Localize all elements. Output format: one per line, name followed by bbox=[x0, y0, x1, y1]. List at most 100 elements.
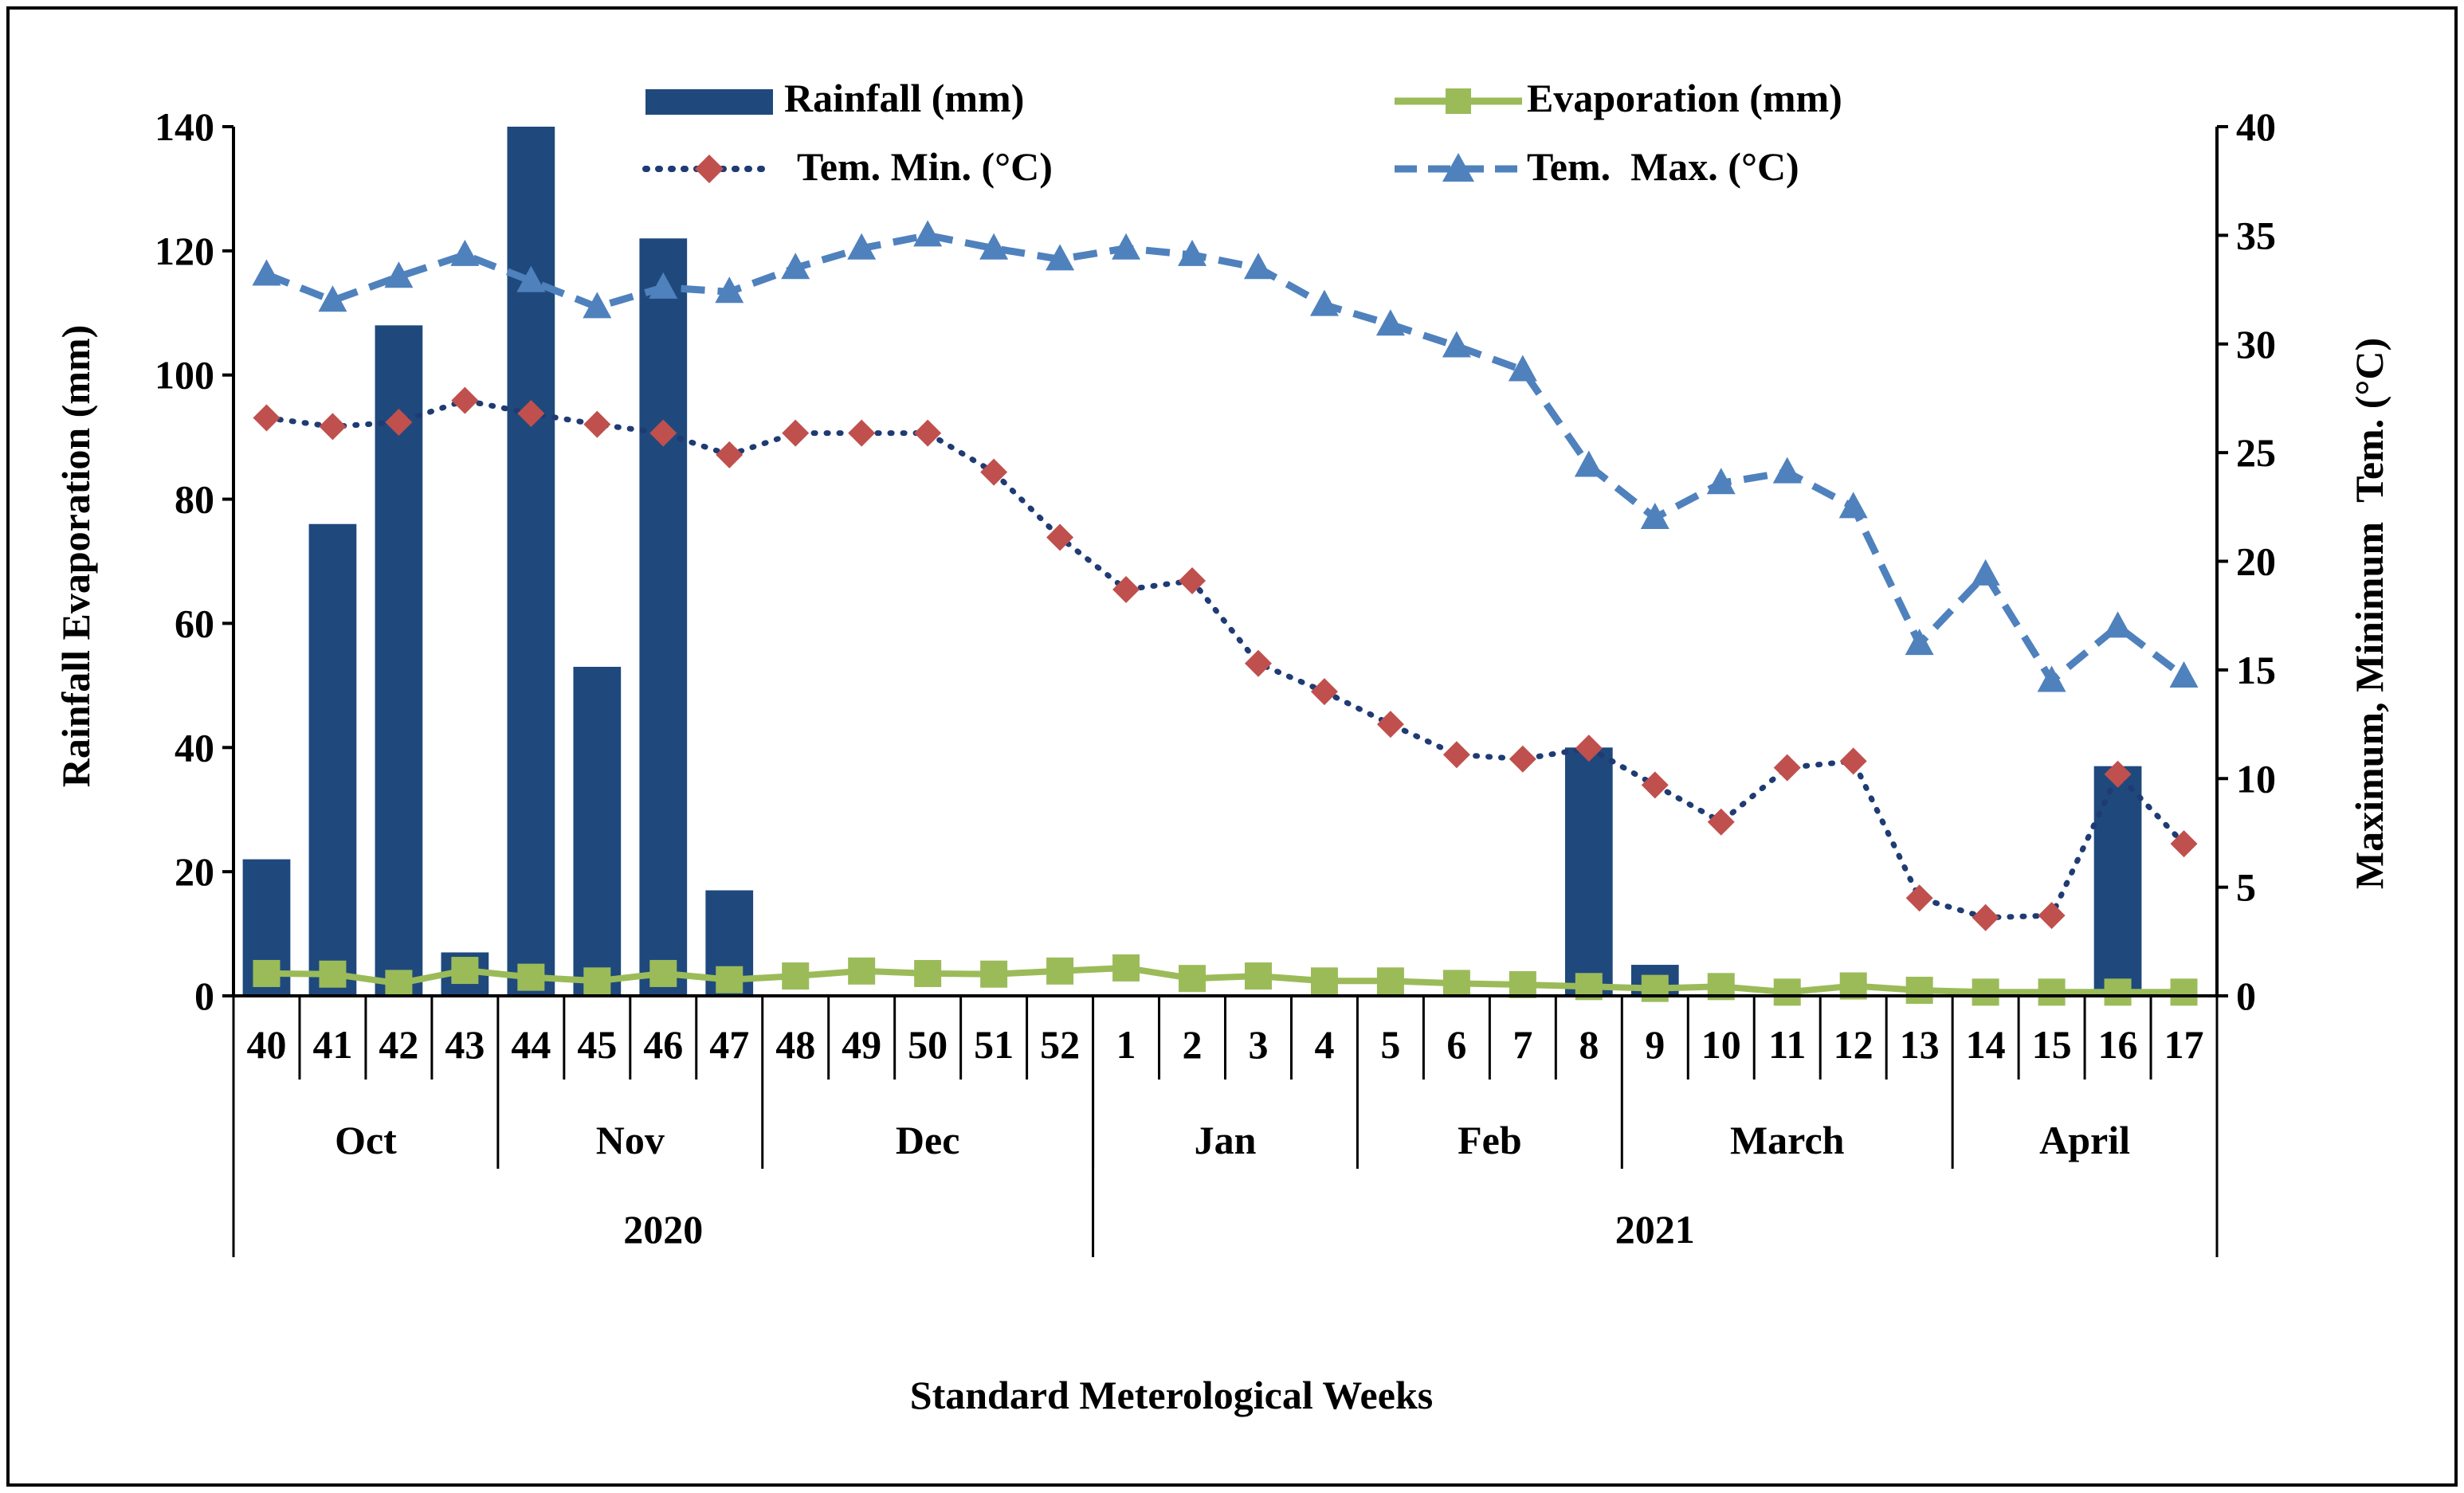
tem-min-marker bbox=[1905, 884, 1933, 912]
week-label: 3 bbox=[1248, 1022, 1268, 1067]
week-label: 43 bbox=[445, 1022, 485, 1067]
x-axis-categories: 40 41 42 43 44 45 46 47 48 49 50 51 52 1 2 3 4 5 6 7 8 9 10 11 1… bbox=[232, 994, 2219, 1257]
evaporation-marker bbox=[1972, 978, 1999, 1006]
week-label: 49 bbox=[842, 1022, 881, 1067]
evaporation-marker bbox=[716, 966, 744, 993]
tem-max-marker bbox=[1905, 629, 1934, 656]
tem-max-marker bbox=[1046, 244, 1075, 271]
rainfall-bar bbox=[573, 666, 622, 996]
y-tick-label-left: 60 bbox=[175, 601, 214, 645]
legend-item-rainfall: Rainfall (mm) bbox=[645, 76, 1024, 120]
evaporation-marker bbox=[980, 960, 1008, 988]
month-label: Oct bbox=[335, 1118, 397, 1162]
tem-min-marker bbox=[1112, 575, 1140, 603]
week-label: 17 bbox=[2164, 1022, 2204, 1067]
y-tick-label-right: 0 bbox=[2236, 974, 2256, 1018]
tem-max-marker bbox=[1508, 355, 1537, 382]
rainfall-bar bbox=[507, 127, 555, 996]
tem-min-marker bbox=[1641, 771, 1669, 799]
tem-max-marker bbox=[1112, 233, 1141, 260]
year-label: 2020 bbox=[623, 1207, 703, 1252]
y-tick-label-right: 40 bbox=[2236, 104, 2276, 149]
tem-min-marker bbox=[1509, 745, 1536, 773]
tem-max-marker bbox=[1838, 492, 1868, 519]
month-label: April bbox=[2039, 1118, 2130, 1162]
tem-max-marker bbox=[2103, 611, 2132, 638]
tem-max-marker bbox=[1178, 239, 1207, 266]
legend-label-tem-max: Tem. Max. (°C) bbox=[1527, 144, 1799, 189]
tem-min-marker bbox=[1310, 678, 1338, 706]
week-label: 41 bbox=[312, 1022, 352, 1067]
week-label: 44 bbox=[511, 1022, 551, 1067]
tem-min-marker bbox=[848, 419, 876, 447]
legend-label-tem-min: Tem. Min. (°C) bbox=[797, 144, 1053, 189]
legend-marker-evaporation bbox=[1446, 88, 1471, 114]
week-label: 6 bbox=[1446, 1022, 1466, 1067]
week-label: 40 bbox=[246, 1022, 286, 1067]
legend-label-evaporation: Evaporation (mm) bbox=[1527, 76, 1842, 120]
evaporation-marker bbox=[782, 962, 810, 990]
week-label: 51 bbox=[974, 1022, 1014, 1067]
tem-min-marker bbox=[517, 400, 545, 428]
y-tick-label-left: 20 bbox=[175, 849, 214, 894]
month-label: Dec bbox=[896, 1118, 960, 1162]
month-label: Feb bbox=[1458, 1118, 1522, 1162]
tem-max-marker bbox=[384, 261, 414, 288]
tem-max-marker bbox=[2169, 661, 2199, 688]
tem-min-marker bbox=[782, 419, 810, 447]
tem-max-marker bbox=[450, 239, 480, 266]
tem-min-marker bbox=[1773, 754, 1801, 782]
tem-min-marker bbox=[1376, 711, 1404, 739]
week-label: 47 bbox=[709, 1022, 749, 1067]
legend: Rainfall (mm) Evaporation (mm) Tem. Min.… bbox=[642, 76, 1842, 189]
y-tick-label-right: 15 bbox=[2236, 648, 2276, 692]
rainfall-bar bbox=[308, 523, 357, 996]
tem-max-marker bbox=[781, 253, 810, 280]
legend-marker-tem-max bbox=[1442, 153, 1474, 182]
tem-max-marker bbox=[1375, 309, 1405, 336]
tem-max-marker bbox=[1706, 468, 1736, 495]
tem-min-marker bbox=[716, 441, 744, 468]
y-tick-label-left: 140 bbox=[155, 104, 214, 149]
tem-max-marker bbox=[1574, 450, 1603, 477]
tem-max-marker bbox=[516, 265, 546, 292]
y-axis-right-label: Maximum, Minimum Tem. (°C) bbox=[2347, 338, 2391, 889]
week-label: 5 bbox=[1380, 1022, 1400, 1067]
tem-min-marker bbox=[1707, 808, 1735, 836]
tem-min-marker bbox=[1442, 741, 1470, 769]
year-label: 2021 bbox=[1615, 1207, 1695, 1252]
week-label: 7 bbox=[1513, 1022, 1532, 1067]
tem-max-marker bbox=[1442, 331, 1471, 358]
month-label: March bbox=[1730, 1118, 1845, 1162]
tem-max-marker bbox=[1309, 289, 1339, 316]
evaporation-marker bbox=[253, 959, 281, 987]
evaporation-marker bbox=[1046, 957, 1074, 985]
week-label: 8 bbox=[1579, 1022, 1599, 1067]
evaporation-marker bbox=[2170, 978, 2198, 1006]
tem-max-marker bbox=[583, 292, 612, 319]
tem-min-marker bbox=[980, 458, 1008, 486]
tem-max-marker bbox=[1772, 457, 1802, 484]
rainfall-bar bbox=[1564, 747, 1613, 996]
week-label: 13 bbox=[1900, 1022, 1940, 1067]
tem-max-marker bbox=[2037, 665, 2066, 692]
week-label: 11 bbox=[1768, 1022, 1806, 1067]
tem-max-marker bbox=[252, 259, 281, 286]
y-tick-label-left: 120 bbox=[155, 229, 214, 273]
tem-min-marker bbox=[1839, 747, 1867, 775]
tem-min-marker bbox=[385, 408, 413, 436]
evaporation-marker bbox=[1310, 967, 1338, 995]
tem-min-marker bbox=[1179, 567, 1206, 595]
evaporation-marker bbox=[1509, 970, 1536, 998]
y-tick-label-right: 25 bbox=[2236, 430, 2276, 475]
evaporation-marker bbox=[1442, 970, 1470, 997]
evaporation-marker bbox=[517, 963, 545, 991]
evaporation-marker bbox=[1773, 978, 1801, 1006]
week-label: 45 bbox=[577, 1022, 617, 1067]
evaporation-marker bbox=[1244, 962, 1272, 990]
tem-min-marker bbox=[1972, 903, 1999, 931]
tem-max-marker bbox=[1971, 558, 2000, 586]
y-tick-label-left: 100 bbox=[155, 353, 214, 398]
month-label: Nov bbox=[596, 1118, 665, 1162]
tem-max-marker bbox=[318, 285, 347, 312]
